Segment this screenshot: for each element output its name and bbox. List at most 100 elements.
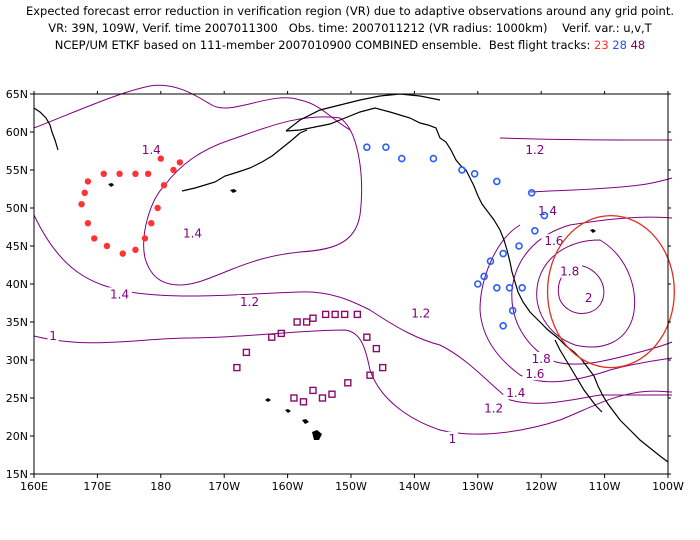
track-48-point: [366, 371, 374, 379]
track-28-point: [499, 321, 507, 330]
track-23-point: [176, 159, 184, 166]
contour-line-1-2-north: [499, 137, 673, 141]
contour-label-bg: [446, 431, 458, 445]
y-tick-label: 45N: [6, 240, 28, 253]
contour-line-1-4-east: [529, 177, 673, 193]
contour-label-bg: [583, 291, 595, 305]
track-48-point: [353, 310, 362, 319]
coastline-aleutians: [181, 129, 308, 192]
track-28-point: [508, 306, 517, 315]
contour-label: 1.4: [183, 227, 202, 241]
contour-line-1-4-east-south: [479, 224, 673, 383]
contour-label-bg: [557, 264, 583, 278]
track-23-point: [157, 155, 164, 162]
track-23-point: [100, 170, 107, 177]
contour-label-bg: [47, 329, 59, 343]
y-tick-label: 55N: [6, 164, 28, 177]
x-tick-label: 170E: [83, 480, 111, 493]
coastline-baja: [554, 339, 603, 413]
chart-title-line-3: NCEP/UM ETKF based on 111-member 2007010…: [0, 38, 700, 52]
track-23-point: [91, 235, 98, 242]
chart-title-line-2: VR: 39N, 109W, Verif. time 2007011300 Ob…: [48, 21, 652, 35]
contour-label: 1.2: [484, 401, 503, 415]
x-tick-label: 130W: [462, 480, 494, 493]
contour-line-2-0: [557, 264, 605, 314]
contour-label: 1.4: [110, 287, 129, 301]
x-tick-label: 110W: [589, 480, 621, 493]
y-tick-label: 40N: [6, 278, 28, 291]
track-23-point: [132, 246, 139, 253]
x-tick-label: 160W: [272, 480, 304, 493]
contour-label-bg: [138, 143, 164, 156]
track-48-point: [379, 363, 387, 372]
track-23-point: [144, 170, 152, 177]
track-23-point: [132, 170, 139, 177]
track-28-label: 28: [612, 38, 627, 52]
y-tick-label: 50N: [6, 202, 28, 215]
track-48-point: [344, 379, 352, 387]
track-28-point: [429, 154, 438, 163]
contour-line-1-4-west: [143, 116, 363, 286]
x-tick-label: 120W: [525, 480, 557, 493]
track-48-point: [290, 394, 298, 402]
contour-label-bg: [180, 226, 205, 240]
contour-label: 1.2: [411, 306, 430, 320]
track-23-point: [116, 170, 123, 177]
track-28-point: [540, 211, 549, 220]
y-tick-label: 30N: [6, 354, 28, 367]
track-23-point: [84, 178, 92, 185]
track-28-point: [473, 280, 482, 288]
track-23-point: [170, 166, 177, 174]
chart-title-line-1: Expected forecast error reduction in ver…: [25, 4, 675, 18]
track-23-point: [148, 220, 155, 227]
track-28-point: [470, 170, 479, 178]
y-tick-label: 25N: [6, 392, 28, 405]
contour-label: 1.4: [142, 143, 161, 157]
coastline-layer: [33, 93, 669, 463]
coastline-hawaii: [265, 398, 322, 440]
track-48-point: [309, 314, 317, 322]
track-48-point: [302, 318, 311, 326]
x-tick-label: 170W: [208, 480, 240, 493]
x-tick-label: 160E: [20, 480, 48, 493]
track-28-point: [397, 154, 406, 163]
contour-line-1-8: [536, 239, 636, 348]
verification-region-circle: [546, 214, 675, 369]
y-tick-label: 60N: [6, 126, 28, 139]
contour-label: 1.6: [544, 234, 563, 248]
track-23-point: [141, 235, 149, 242]
track-23-point: [160, 182, 168, 189]
contour-label: 1.4: [506, 386, 525, 400]
axes-layer: 160E 170E 180 170W 160W 150W 140W 130W 120W 110W 1…: [6, 88, 684, 493]
track-23-point: [154, 204, 161, 212]
track-28-point: [458, 166, 466, 174]
contour-label-bg: [528, 352, 554, 365]
contour-label-bg: [408, 306, 434, 320]
track-23-point: [103, 242, 111, 250]
contour-labels-layer: 1.41.41.41.21.211.21.41.61.821.81.61.41.…: [47, 143, 595, 446]
track-28-point: [499, 249, 507, 258]
track-28-point: [486, 257, 495, 266]
track-48-point: [309, 386, 317, 395]
contour-label: 2: [585, 291, 593, 305]
track-48-point: [318, 394, 327, 402]
contour-label: 1.6: [525, 367, 544, 381]
y-tick-label: 20N: [6, 430, 28, 443]
contour-label-bg: [481, 401, 507, 415]
plot-frame: [33, 93, 669, 475]
y-tick-label: 65N: [6, 88, 28, 101]
track-28-point: [518, 283, 526, 292]
coastline-alaska: [285, 107, 669, 463]
track-48-point: [331, 310, 339, 319]
track-48-point: [277, 329, 285, 338]
x-tick-label: 140W: [398, 480, 430, 493]
contour-label-bg: [237, 295, 263, 308]
contour-label-bg: [522, 367, 548, 381]
contour-line-1-0-south: [33, 329, 673, 435]
track-48-point: [328, 390, 336, 398]
y-tick-label: 15N: [6, 468, 28, 481]
track-48-point: [233, 363, 241, 372]
header-prefix: NCEP/UM ETKF based on 111-member 2007010…: [54, 38, 594, 52]
track-28-point: [363, 143, 371, 151]
